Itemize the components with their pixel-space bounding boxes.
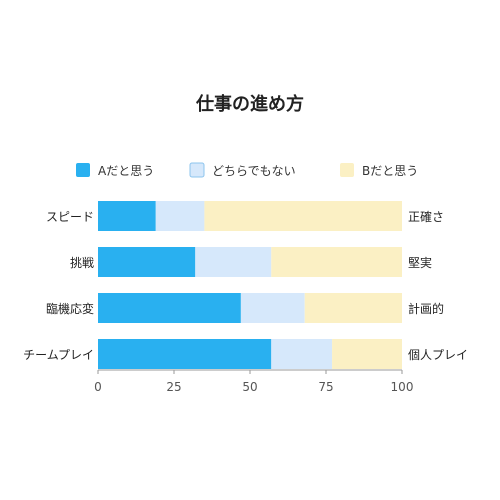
legend-label-2: Bだと思う <box>362 164 418 178</box>
bar-segment-0-2 <box>204 201 402 231</box>
category-label-2: 臨機応変 <box>46 301 94 316</box>
right-label-2: 計画的 <box>408 301 444 316</box>
right-label-0: 正確さ <box>408 209 444 224</box>
x-tick-label-3: 75 <box>318 380 333 394</box>
bar-segment-1-0 <box>98 247 196 277</box>
category-label-3: チームプレイ <box>23 348 94 362</box>
bar-segment-0-0 <box>98 201 156 231</box>
bar-segment-0-1 <box>155 201 205 231</box>
legend-label-1: どちらでもない <box>212 164 296 178</box>
legend-swatch-0 <box>76 163 90 177</box>
legend-swatch-1 <box>189 162 205 178</box>
bar-segment-1-1 <box>195 247 272 277</box>
bar-segment-1-2 <box>271 247 402 277</box>
bar-segment-2-1 <box>240 293 305 323</box>
bar-segment-3-0 <box>98 339 272 369</box>
bar-segment-2-2 <box>304 293 402 323</box>
right-label-3: 個人プレイ <box>408 348 468 362</box>
x-tick-label-0: 0 <box>94 380 102 394</box>
legend-swatch-2 <box>340 163 354 177</box>
category-label-1: 挑戦 <box>70 256 94 270</box>
bar-segment-3-1 <box>271 339 333 369</box>
x-tick-label-4: 100 <box>391 380 414 394</box>
x-tick-label-1: 25 <box>166 380 181 394</box>
category-label-0: スピード <box>46 210 94 224</box>
bar-segment-3-2 <box>332 339 402 369</box>
bar-segment-2-0 <box>98 293 241 323</box>
right-label-1: 堅実 <box>408 255 432 270</box>
legend-label-0: Aだと思う <box>98 164 154 178</box>
chart-title: 仕事の進め方 <box>195 93 304 115</box>
x-tick-label-2: 50 <box>242 380 257 394</box>
